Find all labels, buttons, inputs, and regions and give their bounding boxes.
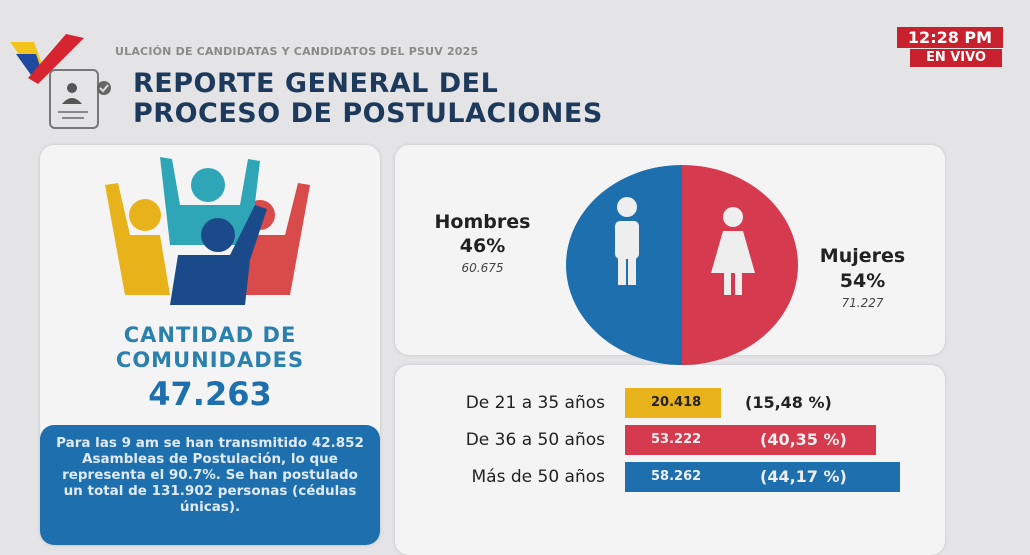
vtv-logo bbox=[10, 34, 84, 84]
men-count: 60.675 bbox=[461, 261, 504, 275]
man-icon bbox=[615, 197, 639, 285]
communities-note: Para las 9 am se han transmitido 42.852 … bbox=[40, 425, 380, 545]
women-percent: 54% bbox=[839, 270, 886, 292]
age-bar: 53.222 bbox=[625, 425, 877, 455]
men-percent: 46% bbox=[459, 235, 506, 257]
live-badge: EN VIVO bbox=[910, 49, 1002, 67]
gender-card: Hombres 46% 60.675 Mujeres 54% 71.227 bbox=[395, 145, 945, 365]
age-card: De 21 a 35 años 20.418 (15,48 %) De 36 a 50… bbox=[395, 365, 945, 555]
gender-pie bbox=[566, 165, 798, 365]
header-subtitle: ULACIÓN DE CANDIDATAS Y CANDIDATOS DEL P… bbox=[115, 45, 479, 58]
clock-badge: 12:28 PM bbox=[897, 27, 1003, 48]
age-label: De 21 a 35 años bbox=[465, 393, 605, 413]
age-percent: (40,35 %) bbox=[760, 430, 847, 449]
age-percent: (44,17 %) bbox=[760, 467, 847, 486]
people-icon bbox=[105, 157, 310, 305]
document-person-icon bbox=[49, 69, 111, 129]
age-percent: (15,48 %) bbox=[745, 393, 832, 412]
women-label: Mujeres bbox=[819, 245, 906, 267]
woman-icon bbox=[711, 207, 755, 295]
age-bar: 58.262 bbox=[625, 462, 900, 492]
communities-card: CANTIDAD DE COMUNIDADES 47.263 Para las … bbox=[40, 145, 380, 545]
page-title-line1: REPORTE GENERAL DEL bbox=[133, 68, 499, 99]
communities-value: 47.263 bbox=[148, 375, 272, 413]
communities-label-line1: CANTIDAD DE bbox=[123, 323, 297, 347]
men-label: Hombres bbox=[434, 211, 531, 233]
communities-label-line2: COMUNIDADES bbox=[115, 348, 305, 372]
age-label: Más de 50 años bbox=[471, 467, 606, 487]
women-count: 71.227 bbox=[841, 296, 884, 310]
age-bar: 20.418 bbox=[625, 388, 722, 418]
age-label: De 36 a 50 años bbox=[465, 430, 605, 450]
page-title-line2: PROCESO DE POSTULACIONES bbox=[133, 98, 603, 129]
